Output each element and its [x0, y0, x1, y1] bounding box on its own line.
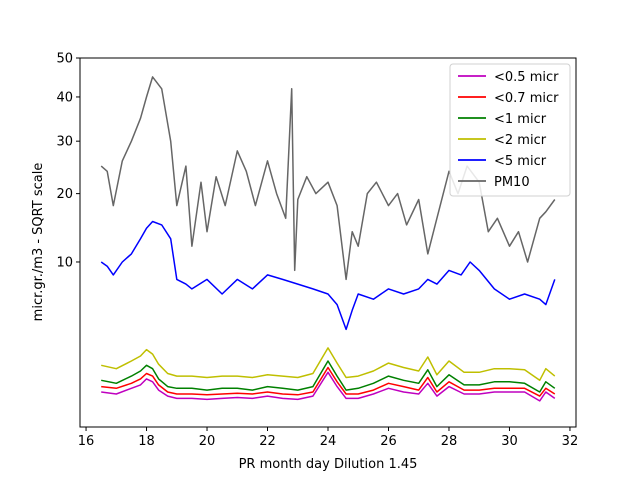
legend-label-4: <5 micr — [494, 154, 547, 169]
legend-label-1: <0.7 micr — [494, 91, 559, 106]
legend-label-0: <0.5 micr — [494, 70, 559, 85]
x-tick-label-8: 32 — [562, 434, 579, 449]
x-tick-label-5: 26 — [380, 434, 397, 449]
legend-label-5: PM10 — [494, 175, 530, 190]
x-tick-label-0: 16 — [78, 434, 95, 449]
x-tick-label-2: 20 — [199, 434, 216, 449]
y-tick-label-1: 20 — [56, 187, 73, 202]
y-tick-label-3: 40 — [56, 90, 73, 105]
y-tick-label-0: 10 — [56, 255, 73, 270]
y-axis-label: micr.gr./m3 - SQRT scale — [31, 163, 46, 322]
legend: <0.5 micr <0.7 micr <1 micr <2 micr <5 micr P… — [449, 63, 571, 197]
legend-label-3: <2 micr — [494, 133, 547, 148]
y-tick-label-2: 30 — [56, 135, 73, 150]
x-tick-label-7: 30 — [501, 434, 518, 449]
legend-label-2: <1 micr — [494, 112, 547, 127]
series-line-3 — [101, 347, 556, 382]
x-axis: 16 18 20 22 24 26 28 30 32 — [78, 427, 578, 449]
series-line-0 — [101, 371, 556, 402]
series-line-1 — [101, 366, 556, 397]
x-tick-label-4: 24 — [320, 434, 337, 449]
x-axis-label: PR month day Dilution 1.45 — [239, 457, 418, 472]
series-line-4 — [100, 220, 556, 331]
x-tick-label-1: 18 — [138, 434, 155, 449]
x-tick-label-6: 28 — [441, 434, 458, 449]
series-line-2 — [101, 360, 556, 393]
y-tick-label-4: 50 — [56, 52, 73, 67]
y-axis: 10 20 30 40 50 — [56, 52, 80, 270]
x-tick-label-3: 22 — [259, 434, 276, 449]
